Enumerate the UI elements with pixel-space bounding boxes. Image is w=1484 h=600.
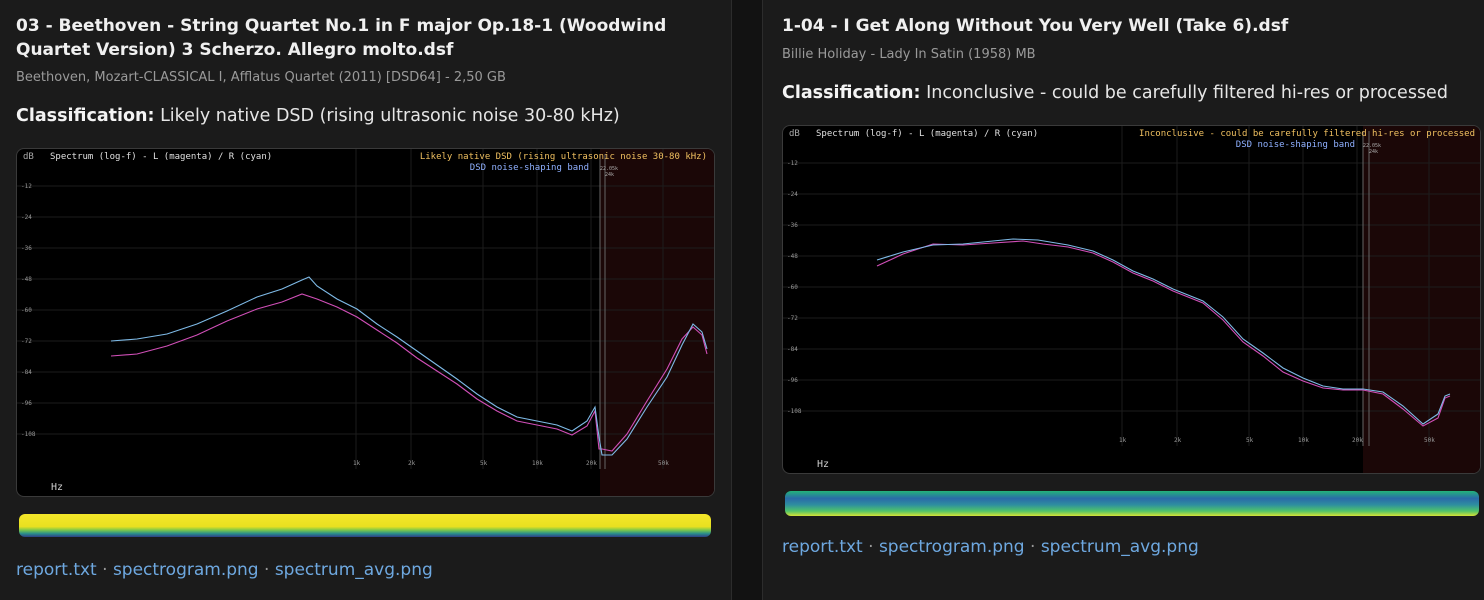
track-meta: Beethoven, Mozart-CLASSICAL I, Afflatus … bbox=[16, 70, 506, 85]
y-unit: dB bbox=[23, 152, 34, 162]
right-channel-curve bbox=[876, 238, 1451, 425]
x-tick: 5k bbox=[1246, 437, 1254, 444]
result-card-1: 03 - Beethoven - String Quartet No.1 in … bbox=[0, 0, 732, 600]
report-link[interactable]: report.txt bbox=[16, 560, 97, 580]
spectrum-plot[interactable]: dB Spectrum (log-f) - L (magenta) / R (c… bbox=[16, 148, 715, 497]
marker-label-2: 24k bbox=[1369, 149, 1378, 155]
y-tick: -84 bbox=[21, 369, 32, 376]
marker-label-1: 22.05k bbox=[1363, 143, 1381, 149]
x-unit: Hz bbox=[51, 482, 63, 493]
classification: Classification: Inconclusive - could be … bbox=[782, 83, 1448, 103]
x-unit: Hz bbox=[817, 459, 829, 470]
x-tick: 5k bbox=[480, 460, 488, 467]
x-tick: 50k bbox=[658, 460, 669, 467]
classification-label: Classification: bbox=[782, 83, 921, 103]
noise-band-shade bbox=[1363, 126, 1480, 473]
right-channel-curve bbox=[110, 276, 708, 456]
y-tick: -12 bbox=[787, 160, 798, 167]
link-separator: · bbox=[258, 560, 275, 580]
y-tick: -48 bbox=[787, 253, 798, 260]
spectrum-avg-link[interactable]: spectrum_avg.png bbox=[274, 560, 433, 580]
left-channel-curve bbox=[110, 293, 708, 452]
y-tick: -108 bbox=[21, 431, 36, 438]
y-tick: -96 bbox=[787, 377, 798, 384]
y-tick: -108 bbox=[787, 408, 802, 415]
y-tick: -96 bbox=[21, 400, 32, 407]
spectrum-verdict: Inconclusive - could be carefully filter… bbox=[1139, 129, 1475, 139]
y-tick: -60 bbox=[787, 284, 798, 291]
classification-value: Likely native DSD (rising ultrasonic noi… bbox=[160, 106, 620, 126]
y-tick: -36 bbox=[21, 245, 32, 252]
y-tick: -84 bbox=[787, 346, 798, 353]
link-separator: · bbox=[1024, 537, 1041, 557]
track-title: 1-04 - I Get Along Without You Very Well… bbox=[782, 16, 1289, 36]
spectrum-svg: dB Spectrum (log-f) - L (magenta) / R (c… bbox=[783, 126, 1480, 473]
x-tick: 20k bbox=[1352, 437, 1363, 444]
y-tick: -24 bbox=[21, 214, 32, 221]
x-tick: 2k bbox=[408, 460, 416, 467]
left-channel-curve bbox=[876, 240, 1451, 427]
spectrogram-svg bbox=[785, 491, 1479, 516]
spectrogram-thumbnail[interactable] bbox=[785, 491, 1479, 516]
x-tick: 10k bbox=[532, 460, 543, 467]
y-tick: -72 bbox=[21, 338, 32, 345]
x-tick: 2k bbox=[1174, 437, 1182, 444]
band-label: DSD noise-shaping band bbox=[1236, 140, 1355, 150]
noise-band-shade bbox=[600, 149, 714, 496]
classification-value: Inconclusive - could be carefully filter… bbox=[926, 83, 1448, 103]
spectrum-header: Spectrum (log-f) - L (magenta) / R (cyan… bbox=[816, 129, 1038, 139]
spectrum-header: Spectrum (log-f) - L (magenta) / R (cyan… bbox=[50, 152, 272, 162]
result-card-2: 1-04 - I Get Along Without You Very Well… bbox=[762, 0, 1484, 600]
link-separator: · bbox=[862, 537, 879, 557]
y-tick: -24 bbox=[787, 191, 798, 198]
track-meta: Billie Holiday - Lady In Satin (1958) MB bbox=[782, 47, 1036, 62]
y-tick: -48 bbox=[21, 276, 32, 283]
spectrum-verdict: Likely native DSD (rising ultrasonic noi… bbox=[420, 152, 707, 162]
spectrogram-link[interactable]: spectrogram.png bbox=[112, 560, 259, 580]
artifact-links: report.txt · spectrogram.png · spectrum_… bbox=[16, 560, 433, 580]
track-title: 03 - Beethoven - String Quartet No.1 in … bbox=[16, 16, 667, 60]
y-tick: -12 bbox=[21, 183, 32, 190]
spectrogram-link[interactable]: spectrogram.png bbox=[878, 537, 1025, 557]
spectrogram-thumbnail[interactable] bbox=[19, 514, 711, 537]
x-tick: 1k bbox=[353, 460, 361, 467]
report-link[interactable]: report.txt bbox=[782, 537, 863, 557]
link-separator: · bbox=[96, 560, 113, 580]
classification-label: Classification: bbox=[16, 106, 155, 126]
marker-label-2: 24k bbox=[605, 172, 614, 178]
y-tick: -36 bbox=[787, 222, 798, 229]
spectrum-avg-link[interactable]: spectrum_avg.png bbox=[1040, 537, 1199, 557]
spectrogram-svg bbox=[19, 514, 711, 537]
grid-lines bbox=[783, 126, 1480, 446]
x-tick: 50k bbox=[1424, 437, 1435, 444]
artifact-links: report.txt · spectrogram.png · spectrum_… bbox=[782, 537, 1199, 557]
marker-label-1: 22.05k bbox=[600, 166, 618, 172]
y-tick: -72 bbox=[787, 315, 798, 322]
y-unit: dB bbox=[789, 129, 800, 139]
x-tick: 20k bbox=[586, 460, 597, 467]
x-tick: 1k bbox=[1119, 437, 1127, 444]
x-tick: 10k bbox=[1298, 437, 1309, 444]
spectrum-plot[interactable]: dB Spectrum (log-f) - L (magenta) / R (c… bbox=[782, 125, 1481, 474]
classification: Classification: Likely native DSD (risin… bbox=[16, 106, 620, 126]
grid-lines bbox=[17, 149, 714, 469]
spectrum-svg: dB Spectrum (log-f) - L (magenta) / R (c… bbox=[17, 149, 714, 496]
y-tick: -60 bbox=[21, 307, 32, 314]
band-label: DSD noise-shaping band bbox=[470, 163, 589, 173]
